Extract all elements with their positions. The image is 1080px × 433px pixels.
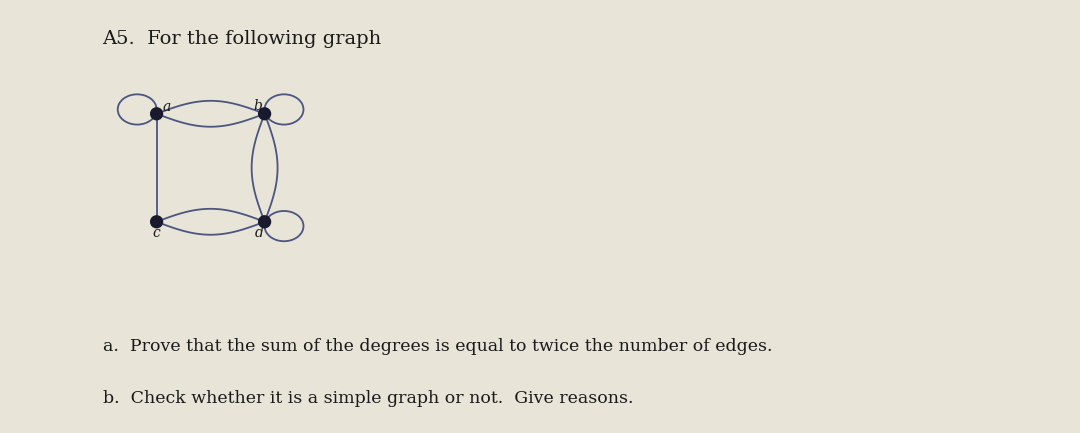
Text: d: d [255, 226, 264, 239]
Text: c: c [152, 226, 161, 239]
Text: b: b [254, 99, 262, 113]
Circle shape [151, 216, 163, 228]
Text: a.  Prove that the sum of the degrees is equal to twice the number of edges.: a. Prove that the sum of the degrees is … [103, 338, 772, 355]
Text: a: a [162, 100, 171, 114]
Circle shape [259, 108, 271, 120]
Text: b.  Check whether it is a simple graph or not.  Give reasons.: b. Check whether it is a simple graph or… [103, 390, 633, 407]
Circle shape [259, 216, 271, 228]
Text: A5.  For the following graph: A5. For the following graph [103, 30, 382, 48]
Circle shape [151, 108, 163, 120]
